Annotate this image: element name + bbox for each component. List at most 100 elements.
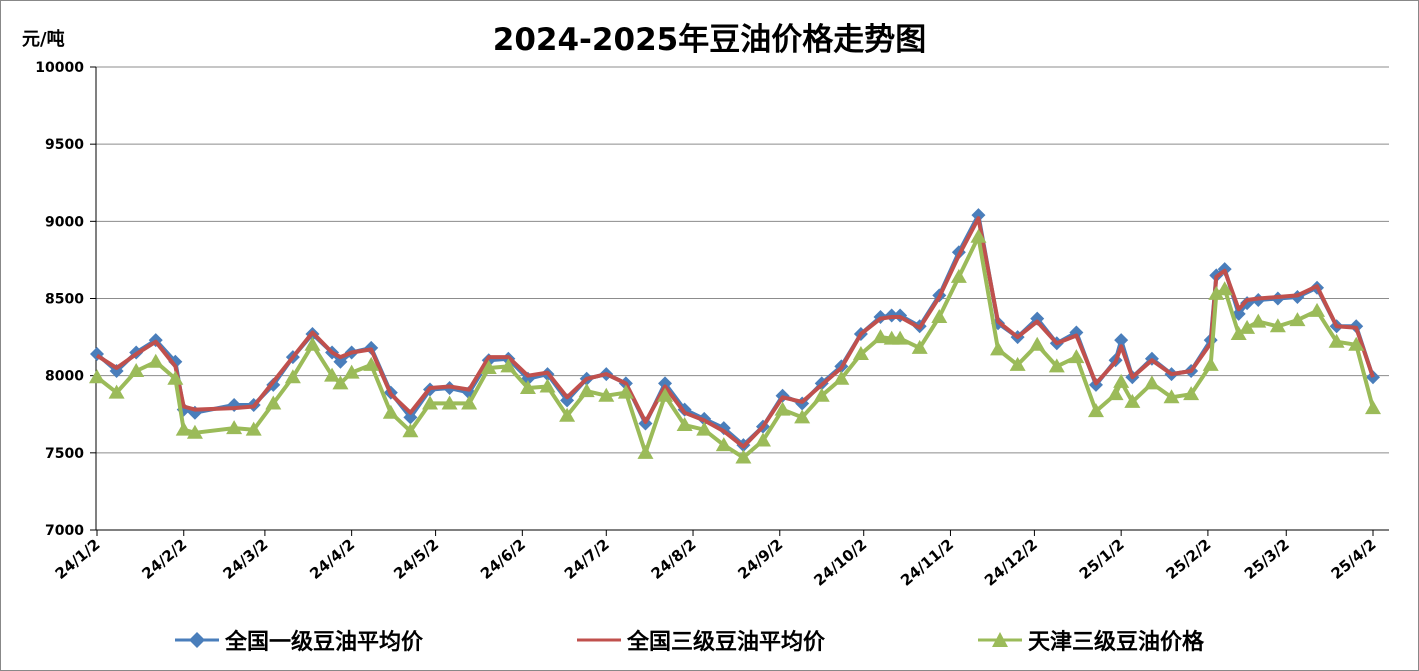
y-tick-label: 8500 bbox=[45, 292, 84, 308]
y-tick-label: 10000 bbox=[35, 60, 84, 76]
triangle-marker bbox=[598, 387, 615, 402]
triangle-marker bbox=[1216, 281, 1233, 296]
triangle-marker bbox=[108, 384, 125, 399]
triangle-marker bbox=[186, 424, 203, 439]
triangle-marker bbox=[657, 387, 674, 402]
triangle-marker bbox=[892, 330, 909, 345]
x-axis-ticks: 24/1/2 24/2/2 24/3/2 24/4/2 24/5/2 24/6/2 24/7… bbox=[52, 530, 1380, 590]
x-tick-label: 24/11/2 bbox=[897, 535, 957, 589]
triangle-marker bbox=[735, 449, 752, 464]
triangle-marker bbox=[1124, 393, 1141, 408]
triangle-marker bbox=[441, 395, 458, 410]
y-tick-label: 7500 bbox=[45, 446, 84, 462]
triangle-marker bbox=[696, 421, 713, 436]
legend-diamond-marker-icon bbox=[175, 632, 219, 648]
triangle-marker bbox=[617, 384, 634, 399]
chart-title: 2024-2025年豆油价格走势图 bbox=[492, 22, 927, 58]
y-axis-unit-label: 元/吨 bbox=[22, 29, 65, 50]
triangle-marker bbox=[578, 383, 595, 398]
x-tick-label: 24/4/2 bbox=[306, 535, 358, 583]
triangle-marker bbox=[970, 228, 987, 243]
diamond-marker bbox=[971, 208, 986, 223]
legend-label: 全国三级豆油平均价 bbox=[627, 630, 826, 655]
x-tick-label: 24/7/2 bbox=[561, 535, 613, 583]
x-tick-label: 24/9/2 bbox=[734, 535, 786, 583]
triangle-marker bbox=[794, 409, 811, 424]
triangle-marker bbox=[872, 329, 889, 344]
triangle-marker bbox=[265, 395, 282, 410]
triangle-marker bbox=[950, 268, 967, 283]
x-tick-label: 24/5/2 bbox=[390, 535, 442, 583]
x-tick-label: 25/1/2 bbox=[1076, 535, 1128, 583]
triangle-marker bbox=[1250, 313, 1267, 328]
series-0 bbox=[90, 208, 1380, 453]
diamond-marker bbox=[1114, 333, 1129, 348]
triangle-marker bbox=[911, 339, 928, 354]
triangle-marker bbox=[676, 417, 693, 432]
triangle-marker bbox=[363, 356, 380, 371]
triangle-marker bbox=[1143, 375, 1160, 390]
y-tick-label: 9000 bbox=[45, 214, 84, 230]
legend-item-tianjin-grade3: 天津三级豆油价格 bbox=[978, 622, 1204, 658]
series-group bbox=[89, 208, 1381, 464]
triangle-marker bbox=[480, 359, 497, 374]
triangle-marker bbox=[1348, 336, 1365, 351]
triangle-marker bbox=[1328, 333, 1345, 348]
triangle-marker bbox=[402, 423, 419, 438]
x-tick-label: 24/2/2 bbox=[138, 535, 190, 583]
series-2 bbox=[89, 228, 1381, 464]
triangle-marker bbox=[1309, 302, 1326, 317]
triangle-marker bbox=[715, 437, 732, 452]
x-tick-label: 24/3/2 bbox=[220, 535, 272, 583]
triangle-marker bbox=[175, 421, 192, 436]
legend-item-national-grade1: 全国一级豆油平均价 bbox=[175, 622, 423, 658]
series-line bbox=[95, 234, 1375, 460]
y-tick-label: 7000 bbox=[45, 523, 84, 539]
series-line bbox=[95, 213, 1375, 448]
triangle-marker bbox=[1202, 356, 1219, 371]
diamond-marker bbox=[333, 354, 348, 369]
triangle-marker bbox=[343, 364, 360, 379]
diamond-marker bbox=[168, 354, 183, 369]
x-tick-label: 24/6/2 bbox=[477, 535, 529, 583]
triangle-marker bbox=[1087, 403, 1104, 418]
triangle-marker bbox=[774, 401, 791, 416]
triangle-marker bbox=[500, 358, 517, 373]
legend-label: 全国一级豆油平均价 bbox=[225, 630, 424, 655]
triangle-marker bbox=[304, 336, 321, 351]
triangle-marker bbox=[147, 353, 164, 368]
diamond-marker bbox=[658, 376, 673, 391]
triangle-marker bbox=[421, 395, 438, 410]
x-tick-label: 24/12/2 bbox=[981, 535, 1041, 589]
triangle-marker bbox=[1365, 400, 1381, 415]
triangle-marker bbox=[1009, 356, 1026, 371]
triangle-marker bbox=[1068, 349, 1085, 364]
legend-item-national-grade3: 全国三级豆油平均价 bbox=[577, 622, 825, 658]
series-1 bbox=[95, 216, 1375, 449]
x-tick-label: 25/3/2 bbox=[1241, 535, 1293, 583]
y-axis-ticks: 7000 7500 8000 8500 9000 9500 10000 bbox=[35, 60, 84, 539]
triangle-marker bbox=[284, 369, 301, 384]
legend-line-marker-icon bbox=[577, 638, 621, 642]
triangle-marker bbox=[1239, 319, 1256, 334]
triangle-marker bbox=[1029, 336, 1046, 351]
triangle-marker bbox=[754, 432, 771, 447]
y-tick-label: 9500 bbox=[45, 137, 84, 153]
triangle-marker bbox=[519, 380, 536, 395]
diamond-marker bbox=[403, 410, 418, 425]
series-line bbox=[95, 216, 1375, 449]
triangle-marker bbox=[324, 367, 341, 382]
triangle-marker bbox=[813, 387, 830, 402]
triangle-marker bbox=[332, 375, 349, 390]
triangle-marker bbox=[1230, 325, 1247, 340]
y-tick-label: 8000 bbox=[45, 369, 84, 385]
triangle-marker bbox=[1208, 285, 1225, 300]
triangle-marker bbox=[89, 369, 105, 384]
axes bbox=[95, 67, 1389, 531]
triangle-marker bbox=[1107, 386, 1124, 401]
triangle-marker bbox=[245, 421, 262, 436]
legend: 全国一级豆油平均价 全国三级豆油平均价 天津三级豆油价格 bbox=[0, 622, 1419, 658]
triangle-marker bbox=[852, 346, 869, 361]
diamond-marker bbox=[560, 393, 575, 408]
triangle-marker bbox=[931, 309, 948, 324]
